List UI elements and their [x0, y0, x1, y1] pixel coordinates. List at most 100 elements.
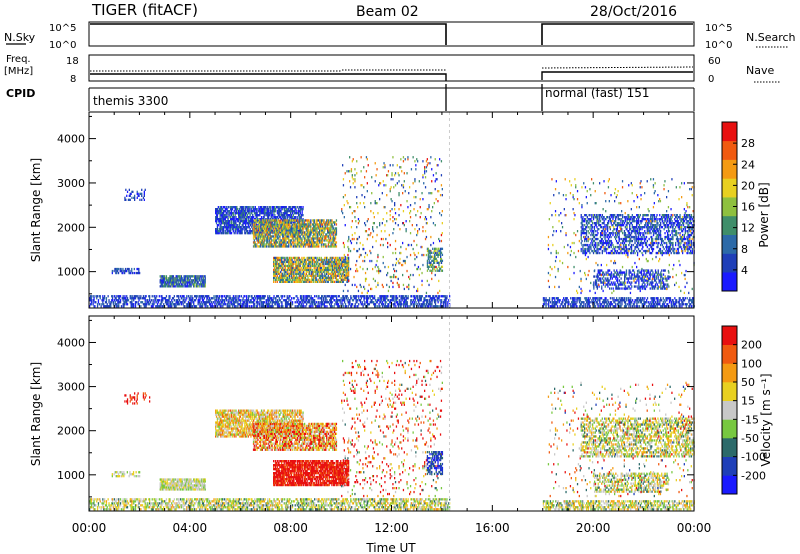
echo-cell: [259, 301, 261, 304]
echo-cell: [227, 226, 229, 229]
echo-cell: [270, 235, 272, 238]
echo-cell: [342, 241, 345, 245]
echo-cell: [379, 301, 381, 304]
echo-cell: [364, 251, 367, 255]
echo-cell: [339, 268, 341, 272]
echo-cell: [256, 216, 258, 219]
echo-cell: [428, 299, 430, 302]
echo-cell: [259, 235, 261, 238]
echo-cell: [135, 271, 137, 275]
echo-cell: [171, 279, 173, 282]
echo-cell: [335, 266, 337, 270]
echo-cell: [274, 219, 276, 222]
echo-cell: [310, 223, 312, 226]
echo-cell: [348, 170, 350, 173]
echo-cell: [309, 233, 311, 236]
echo-cell: [286, 225, 288, 228]
echo-cell: [241, 299, 243, 302]
echo-cell: [287, 231, 289, 234]
echo-cell: [290, 210, 293, 213]
echo-cell: [178, 285, 180, 288]
echo-cell: [179, 299, 181, 302]
echo-cell: [419, 297, 422, 300]
echo-cell: [275, 262, 277, 266]
echo-cell: [287, 230, 289, 233]
echo-cell: [366, 220, 368, 223]
echo-cell: [240, 214, 242, 217]
echo-cell: [377, 297, 379, 300]
echo-cell: [299, 264, 301, 268]
echo-cell: [263, 243, 265, 246]
echo-cell: [306, 278, 308, 281]
echo-cell: [259, 235, 262, 238]
echo-cell: [198, 275, 200, 278]
echo-cell: [363, 166, 365, 169]
echo-cell: [313, 256, 315, 260]
echo-cell: [207, 305, 209, 308]
echo-cell: [138, 269, 140, 273]
echo-cell: [192, 281, 194, 284]
echo-cell: [179, 285, 182, 288]
echo-cell: [429, 303, 431, 306]
echo-cell: [405, 297, 407, 300]
echo-cell: [334, 239, 336, 242]
echo-cell: [118, 295, 120, 298]
echo-cell: [233, 220, 235, 223]
echo-cell: [327, 219, 330, 222]
echo-cell: [285, 239, 287, 242]
echo-cell: [306, 227, 308, 230]
echo-cell: [147, 299, 149, 302]
echo-cell: [266, 229, 268, 232]
echo-cell: [411, 303, 413, 306]
echo-cell: [297, 237, 300, 240]
echo-cell: [394, 202, 396, 205]
echo-cell: [176, 301, 178, 304]
echo-cell: [232, 297, 235, 300]
echo-cell: [243, 222, 245, 225]
echo-cell: [245, 218, 248, 221]
echo-cell: [264, 227, 266, 230]
echo-cell: [445, 301, 447, 304]
echo-cell: [281, 266, 284, 270]
echo-cell: [317, 225, 319, 228]
echo-cell: [310, 268, 312, 272]
echo-cell: [118, 297, 120, 300]
echo-cell: [253, 299, 255, 302]
echo-cell: [161, 275, 163, 278]
echo-cell: [341, 280, 343, 283]
echo-cell: [270, 219, 272, 222]
echo-cell: [230, 226, 232, 229]
echo-cell: [347, 271, 349, 275]
echo-cell: [298, 274, 300, 277]
echo-cell: [341, 256, 344, 260]
echo-cell: [228, 305, 230, 308]
echo-cell: [283, 229, 285, 232]
echo-cell: [299, 208, 301, 211]
echo-cell: [107, 305, 109, 308]
echo-cell: [266, 241, 268, 244]
echo-cell: [384, 295, 386, 298]
echo-cell: [340, 303, 342, 306]
echo-cell: [289, 232, 291, 235]
echo-cell: [159, 303, 161, 306]
echo-cell: [245, 299, 247, 302]
echo-cell: [318, 268, 321, 272]
echo-cell: [290, 225, 293, 228]
echo-cell: [194, 285, 196, 288]
echo-cell: [297, 237, 299, 240]
echo-cell: [314, 235, 316, 238]
echo-cell: [183, 299, 185, 302]
echo-cell: [243, 206, 245, 209]
echo-cell: [404, 259, 406, 263]
echo-cell: [312, 305, 314, 308]
echo-cell: [421, 305, 423, 308]
echo-cell: [133, 271, 135, 275]
echo-cell: [304, 235, 307, 238]
echo-cell: [231, 303, 234, 306]
echo-cell: [126, 299, 128, 302]
echo-cell: [232, 303, 235, 306]
echo-cell: [306, 233, 308, 236]
echo-cell: [309, 305, 311, 308]
echo-cell: [178, 275, 180, 278]
echo-cell: [295, 276, 297, 279]
